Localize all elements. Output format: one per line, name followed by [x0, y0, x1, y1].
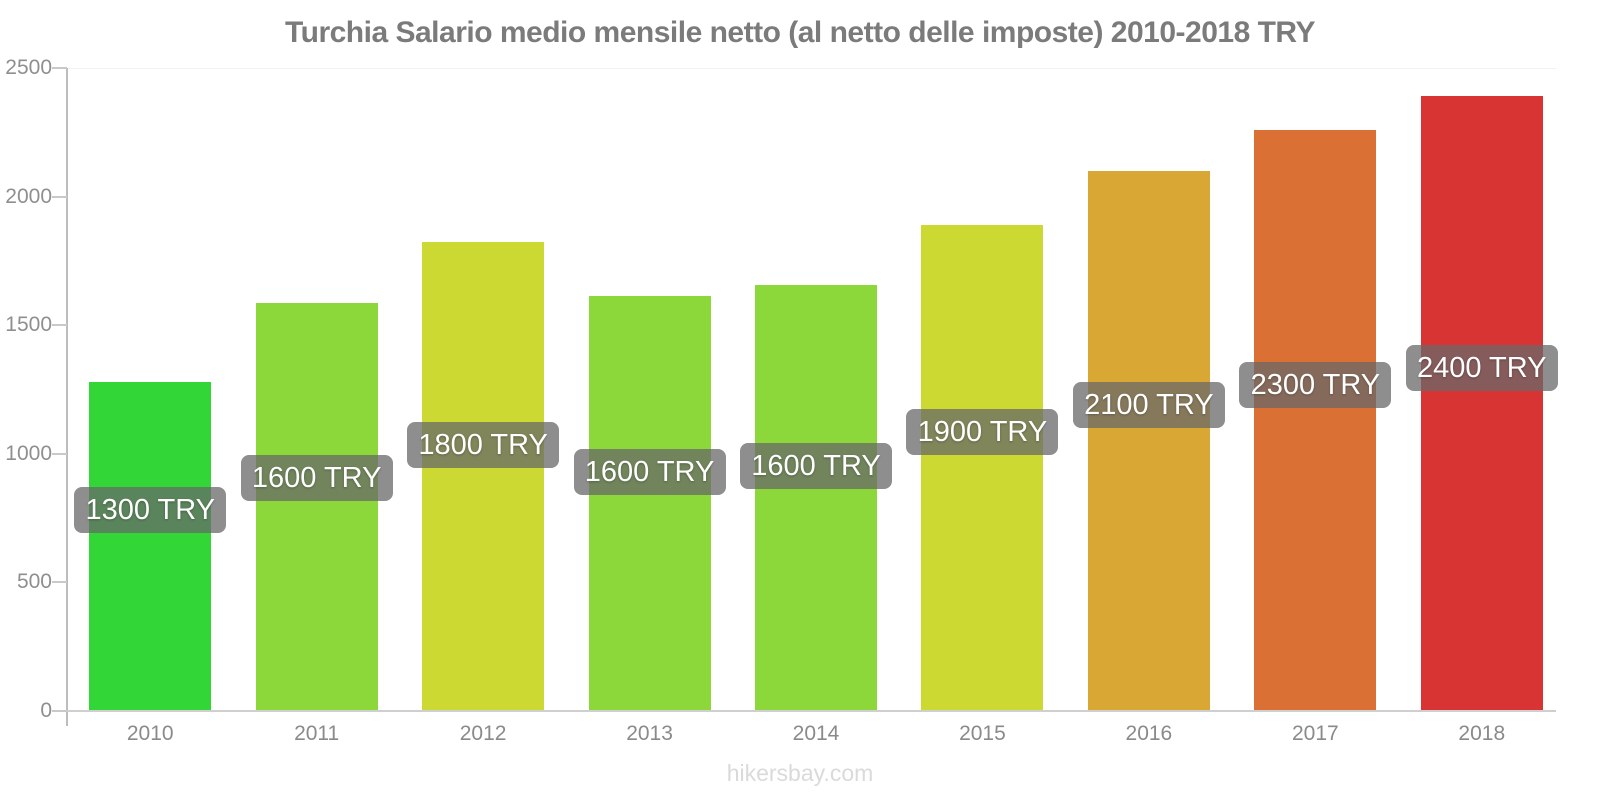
y-tick-label-0: 0 [40, 699, 52, 722]
y-axis-line [66, 68, 68, 726]
y-tick-2000 [52, 195, 67, 198]
y-tick-label-500: 500 [16, 570, 52, 594]
bar-2014[interactable] [755, 285, 877, 710]
y-tick-label-1000: 1000 [5, 441, 52, 465]
y-tick-500 [52, 581, 67, 584]
value-badge-2011: 1600 TRY [240, 455, 393, 501]
x-tick-label-2012: 2012 [459, 722, 507, 745]
x-tick-label-2011: 2011 [294, 722, 340, 745]
bar-2012[interactable] [422, 241, 545, 710]
y-tick-2500 [52, 67, 67, 69]
bar-2013[interactable] [588, 295, 711, 710]
x-tick-label-2010: 2010 [126, 722, 174, 745]
value-badge-2013: 1600 TRY [573, 449, 726, 495]
plot-top-line [67, 68, 1556, 69]
y-tick-label-1500: 1500 [5, 313, 52, 337]
y-tick-label-2500: 2500 [5, 56, 52, 79]
bar-2011[interactable] [255, 303, 378, 710]
chart-title: Turchia Salario medio mensile netto (al … [285, 16, 1315, 49]
y-tick-0 [52, 710, 67, 712]
bar-2016[interactable] [1087, 170, 1210, 710]
x-tick-label-2013: 2013 [626, 722, 673, 745]
y-tick-1500 [52, 324, 67, 327]
y-tick-label-2000: 2000 [5, 184, 52, 208]
bar-2018[interactable] [1420, 96, 1543, 710]
value-badge-2010: 1300 TRY [74, 487, 227, 533]
value-badge-2014: 1600 TRY [740, 443, 892, 489]
value-badge-2016: 2100 TRY [1072, 382, 1225, 428]
x-tick-label-2018: 2018 [1458, 722, 1506, 745]
value-badge-2017: 2300 TRY [1239, 362, 1392, 408]
bar-2015[interactable] [921, 224, 1044, 710]
x-tick-label-2016: 2016 [1125, 722, 1173, 745]
watermark-text: hikersbay.com [726, 760, 874, 786]
x-axis-baseline [67, 710, 1556, 712]
value-badge-2012: 1800 TRY [407, 422, 560, 468]
value-badge-2015: 1900 TRY [906, 409, 1059, 455]
x-tick-label-2014: 2014 [792, 722, 840, 745]
x-tick-label-2017: 2017 [1291, 722, 1339, 745]
value-badge-2018: 2400 TRY [1405, 345, 1558, 391]
y-tick-1000 [52, 452, 67, 455]
bar-2017[interactable] [1254, 129, 1377, 710]
x-tick-label-2015: 2015 [959, 722, 1006, 745]
bar-2010[interactable] [89, 381, 212, 710]
